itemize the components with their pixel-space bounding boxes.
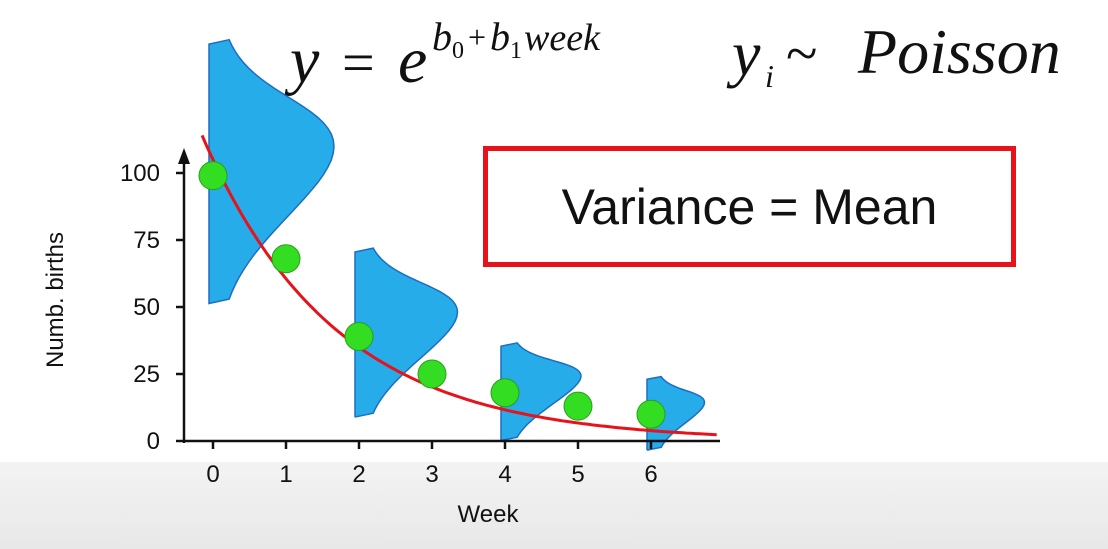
x-tick-label-3: 3 <box>425 461 438 488</box>
y-tick-label-0: 0 <box>147 428 160 455</box>
formula-yi: y <box>726 18 761 89</box>
data-point-week-5 <box>563 391 593 421</box>
point-layer <box>198 161 666 429</box>
x-tick-label-1: 1 <box>279 461 292 488</box>
formula-tilde: ~ <box>786 21 817 86</box>
y-axis-arrow <box>178 148 190 164</box>
y-tick-label-75: 75 <box>133 227 160 254</box>
callout-text: Variance = Mean <box>561 178 938 235</box>
curve-layer <box>200 134 717 437</box>
y-tick-label-100: 100 <box>120 160 160 187</box>
y-axis-title: Numb. births <box>42 232 69 368</box>
formula-exp-b0: b <box>432 14 452 59</box>
x-tick-label-5: 5 <box>571 461 584 488</box>
fitted-exponential-curve <box>200 134 717 437</box>
formula-exp-b1: b <box>490 14 510 59</box>
formula-dist: Poisson <box>857 16 1061 87</box>
x-tick-label-2: 2 <box>352 461 365 488</box>
distribution-week-0 <box>208 38 335 305</box>
data-point-week-0 <box>198 161 228 191</box>
data-point-week-6 <box>636 399 666 429</box>
data-point-week-1 <box>271 244 301 274</box>
data-point-week-3 <box>417 359 447 389</box>
model-formula: y = e b 0 + b 1 week y i ~ Poisson <box>284 14 1061 97</box>
x-tick-label-6: 6 <box>644 461 657 488</box>
formula-exp-b0-sub: 0 <box>452 38 464 64</box>
x-tick-label-0: 0 <box>206 461 219 488</box>
variance-mean-callout: Variance = Mean <box>483 146 1016 267</box>
formula-e: e <box>398 24 427 97</box>
x-tick-label-4: 4 <box>498 461 511 488</box>
axes: Week Numb. births <box>42 148 720 528</box>
formula-equals: = <box>342 30 375 95</box>
poisson-chart: Week Numb. births 0 25 50 75 100 0 1 2 3 4 5 6 <box>42 38 720 528</box>
y-tick-label-50: 50 <box>133 294 160 321</box>
x-axis-title: Week <box>458 501 520 528</box>
bottom-bar <box>0 462 1108 549</box>
formula-yi-sub: i <box>765 58 774 94</box>
distribution-layer <box>208 38 706 451</box>
distribution-week-2 <box>354 247 459 418</box>
formula-exp-week: week <box>524 17 601 59</box>
y-tick-label-25: 25 <box>133 361 160 388</box>
formula-y: y <box>284 24 320 97</box>
formula-exp-plus: + <box>468 19 486 55</box>
tick-layer: 0 25 50 75 100 0 1 2 3 4 5 6 <box>120 160 658 488</box>
data-point-week-4 <box>490 378 520 408</box>
distribution-week-4 <box>500 342 582 442</box>
formula-exp-b1-sub: 1 <box>510 38 522 64</box>
data-point-week-2 <box>344 321 374 351</box>
